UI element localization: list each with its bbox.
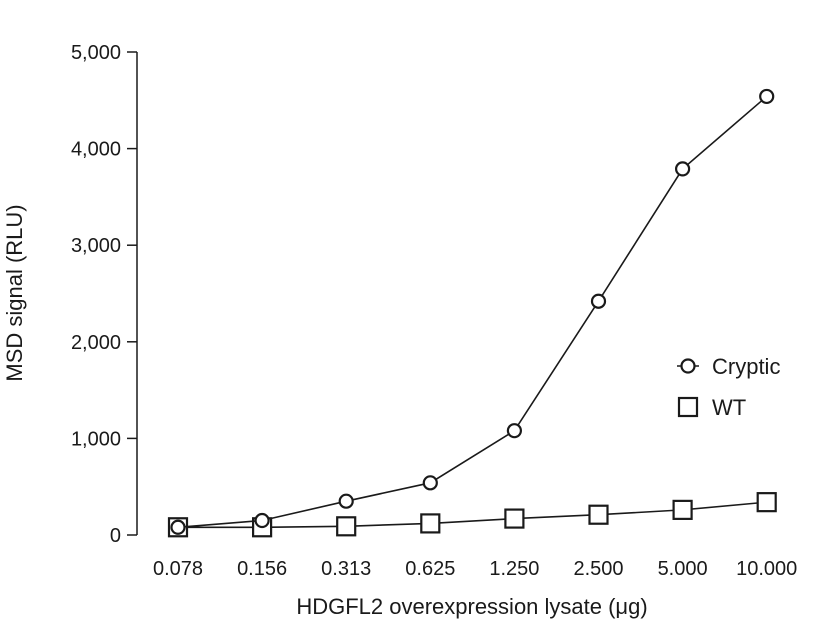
y-tick-label: 4,000 bbox=[71, 139, 121, 161]
data-point-wt bbox=[588, 504, 609, 525]
y-tick-label: 0 bbox=[110, 525, 121, 547]
x-tick-label: 1.250 bbox=[489, 558, 539, 580]
data-point-wt bbox=[336, 516, 357, 537]
legend-marker-wt bbox=[677, 396, 699, 418]
data-point-cryptic bbox=[590, 293, 607, 309]
data-point-cryptic bbox=[674, 161, 691, 177]
series-cryptic bbox=[170, 88, 775, 535]
legend-item-wt: WT bbox=[677, 395, 746, 420]
x-tick-label: 5.000 bbox=[658, 558, 708, 580]
data-point-wt bbox=[420, 513, 441, 534]
data-point-cryptic bbox=[254, 512, 270, 529]
data-point-wt bbox=[672, 499, 693, 520]
x-axis: 0.078 0.156 0.313 0.625 1.250 2.500 5.000 10.00… bbox=[153, 558, 797, 580]
data-point-cryptic bbox=[170, 519, 186, 535]
x-tick-label: 10.000 bbox=[736, 558, 797, 580]
y-tick-label: 1,000 bbox=[71, 428, 121, 450]
legend-item-cryptic: Cryptic bbox=[677, 354, 780, 379]
x-tick-label: 0.156 bbox=[237, 558, 287, 580]
x-tick-label: 0.078 bbox=[153, 558, 203, 580]
x-tick-label: 0.313 bbox=[321, 558, 371, 580]
x-tick-label: 2.500 bbox=[573, 558, 623, 580]
y-axis: 0 1,000 2,000 3,000 4,000 5,000 bbox=[71, 42, 138, 547]
series-layer bbox=[167, 88, 777, 538]
y-tick-label: 2,000 bbox=[71, 332, 121, 354]
y-tick-label: 3,000 bbox=[71, 235, 121, 257]
data-point-cryptic bbox=[338, 493, 354, 509]
legend: Cryptic WT bbox=[677, 354, 780, 420]
legend-marker-cryptic bbox=[680, 358, 696, 374]
data-point-cryptic bbox=[422, 475, 438, 491]
data-point-wt bbox=[504, 508, 525, 529]
y-axis-title: MSD signal (RLU) bbox=[2, 204, 27, 381]
data-point-cryptic bbox=[759, 88, 775, 105]
data-point-cryptic bbox=[506, 423, 523, 439]
legend-label-wt: WT bbox=[712, 395, 746, 420]
y-tick-label: 5,000 bbox=[71, 42, 121, 64]
data-point-wt bbox=[756, 492, 777, 513]
legend-label-cryptic: Cryptic bbox=[712, 354, 780, 379]
x-tick-label: 0.625 bbox=[405, 558, 455, 580]
series-line-wt bbox=[178, 501, 767, 529]
series-line-cryptic bbox=[177, 95, 768, 529]
x-axis-title: HDGFL2 overexpression lysate (μg) bbox=[296, 594, 647, 619]
